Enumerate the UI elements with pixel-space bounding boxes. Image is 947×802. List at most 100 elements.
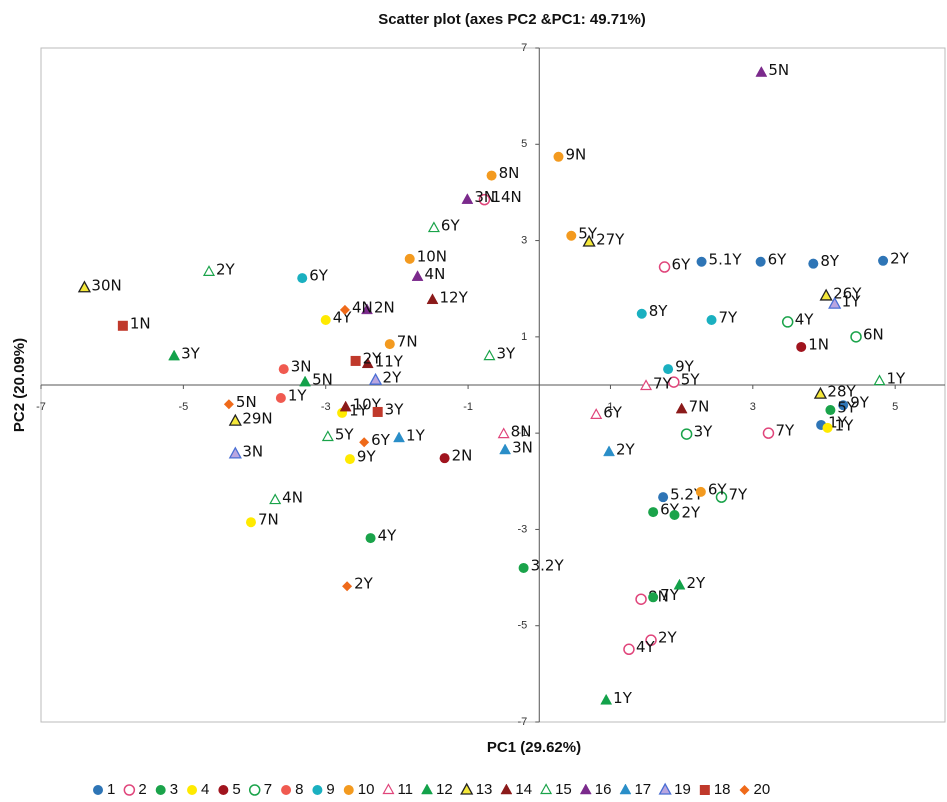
point-label: 2Y [682,503,702,521]
legend-label: 16 [595,781,612,798]
point [343,785,354,795]
point [404,253,415,264]
point [497,427,510,439]
point-label: 4N [425,265,446,283]
point-label: 6Y [603,403,623,421]
point-label: 9N [565,145,586,163]
point-label: 1N [808,335,829,353]
point-label: 10N [417,247,447,265]
legend-label: 20 [754,781,771,798]
point [739,785,750,795]
point-label: 2Y [383,369,403,387]
point [499,443,512,455]
point [365,533,376,544]
point [339,400,352,412]
point [579,783,592,795]
point [648,592,659,603]
point-label: 8N [511,423,532,441]
y-tick-label: 3 [521,234,527,246]
legend-label: 5 [232,781,240,798]
point-label: 2Y [216,260,236,278]
point-label: 27Y [596,231,625,249]
point [623,643,635,656]
point [478,193,491,206]
point [275,392,286,403]
y-tick-label: -7 [517,716,527,728]
point [669,509,680,520]
point-label: 4Y [636,638,656,656]
point [873,374,886,386]
point-label: 5N [768,61,789,79]
point [755,66,768,77]
point [658,782,672,795]
x-tick-label: 1 [607,401,613,413]
point [486,170,497,181]
point-label: 8N [499,164,520,182]
point-label: 7N [689,398,710,416]
point-label: 1Y [828,413,848,431]
point-label: 6Y [309,267,329,285]
point [819,288,833,301]
point [590,408,603,419]
point-label: 11Y [375,352,404,370]
point-label: 7Y [653,374,673,392]
point-label: 5.1Y [709,250,743,268]
point-label: 2Y [616,440,636,458]
legend-label: 12 [436,781,453,798]
point-label: 2Y [890,249,910,267]
legend-label: 1 [107,781,115,798]
point-label: 3Y [694,423,714,441]
x-tick-label: -1 [463,401,473,413]
point-label: 6Y [371,431,391,449]
y-tick-label: -5 [517,620,527,632]
point [439,453,450,464]
point [372,406,383,417]
point [600,693,613,705]
point [636,308,647,319]
point-label: 14N [491,188,521,206]
point-label: 2Y [354,575,374,593]
legend-label: 19 [674,781,691,798]
point [228,446,242,459]
x-axis-label: PC1 (29.62%) [487,739,581,756]
point-label: 7Y [719,309,739,327]
point-label: 8Y [820,252,840,270]
point [658,492,669,503]
point-label: 6Y [441,217,461,235]
x-tick-label: -3 [321,401,331,413]
point-label: 1Y [613,689,633,707]
point [680,428,693,440]
point [269,493,282,505]
point [155,785,166,795]
legend-label: 2 [138,781,146,798]
point-label: 2N [452,447,473,465]
y-axis-label: PC2 (20.09%) [11,338,28,432]
point-label: 5Y [578,224,598,242]
point [603,445,615,457]
x-tick-label: -5 [178,401,188,413]
point-label: 30N [91,276,121,294]
point [421,783,433,795]
legend-label: 10 [358,781,375,798]
point [619,783,632,795]
legend-label: 4 [201,781,209,798]
point-label: 7Y [728,486,748,504]
point [878,255,889,266]
point-label: 7N [258,511,279,529]
point [312,785,323,795]
point [696,256,707,267]
point-label: 1Y [349,401,369,419]
point [695,486,706,497]
point-label: 3N [291,358,312,376]
point [281,785,292,795]
point-label: 28Y [827,383,856,401]
point-label: 6Y [672,256,692,274]
point [368,372,383,385]
legend-label: 7 [264,781,272,798]
legend-label: 14 [515,781,532,798]
point-label: 5.2Y [670,486,704,504]
point [553,151,564,162]
point-label: 5N [312,371,333,389]
point [850,331,862,343]
point [218,785,229,795]
